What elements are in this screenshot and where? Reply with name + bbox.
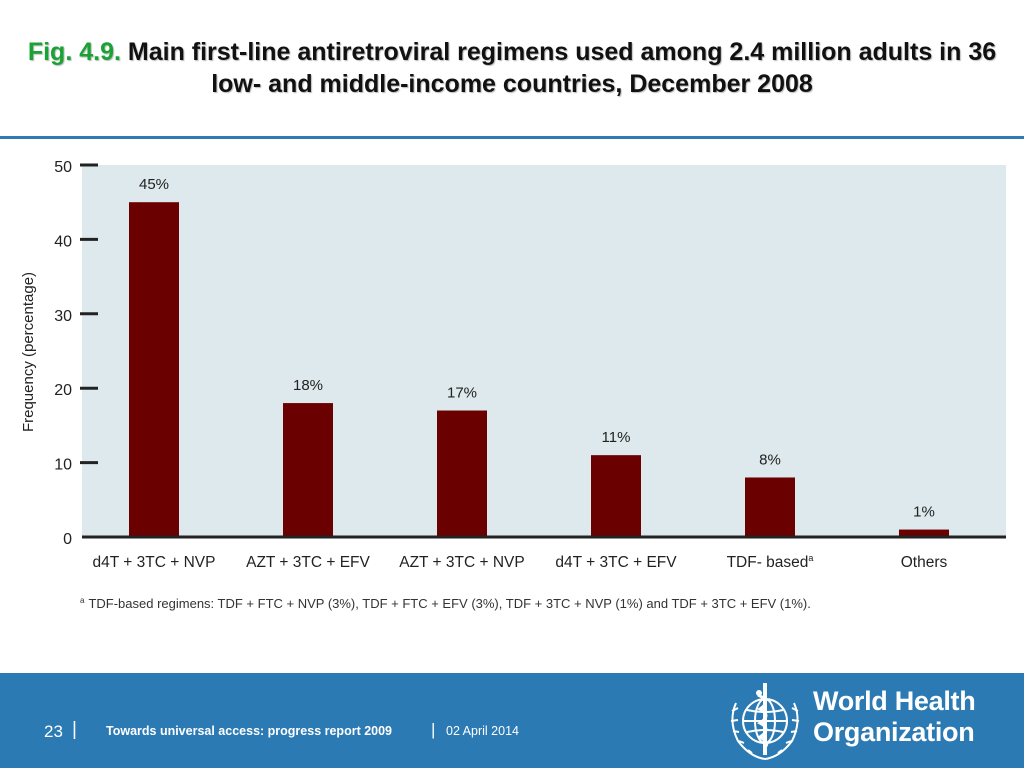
x-tick-label: Others xyxy=(901,554,948,571)
footer-separator: | xyxy=(72,719,77,740)
chart-footnote: a TDF-based regimens: TDF + FTC + NVP (3%… xyxy=(80,596,811,611)
report-title: Towards universal access: progress repor… xyxy=(106,724,393,738)
footnote-text: a TDF-based regimens: TDF + FTC + NVP (3%… xyxy=(80,596,811,611)
x-tick-label: d4T + 3TC + NVP xyxy=(93,554,216,571)
y-tick-label: 30 xyxy=(54,308,72,325)
figure-number: Fig. 4.9. xyxy=(27,38,121,66)
x-tick-label: AZT + 3TC + NVP xyxy=(399,554,524,571)
y-tick-label: 50 xyxy=(54,159,72,176)
x-tick-label: TDF- baseda xyxy=(727,553,814,571)
footer-separator-2: | xyxy=(431,720,436,739)
data-label: 17% xyxy=(447,385,477,402)
title-divider xyxy=(0,136,1024,139)
x-tick-label: d4T + 3TC + EFV xyxy=(555,554,677,571)
figure-caption: Main first-line antiretroviral regimens … xyxy=(127,38,997,98)
y-tick-label: 40 xyxy=(54,233,72,250)
page-number: 23 xyxy=(44,722,63,741)
y-tick-label: 0 xyxy=(63,531,72,548)
bar xyxy=(745,477,795,537)
data-label: 45% xyxy=(139,176,169,193)
report-date: 02 April 2014 xyxy=(446,724,519,738)
y-tick-label: 10 xyxy=(54,457,72,474)
who-name-line2: Organization xyxy=(813,717,975,747)
footnote-marker: a xyxy=(80,596,85,605)
who-name-line1: World Health xyxy=(813,686,976,716)
bar xyxy=(437,410,487,537)
bar xyxy=(899,529,949,537)
bar xyxy=(283,403,333,537)
x-axis: d4T + 3TC + NVP AZT + 3TC + EFV AZT + 3TC … xyxy=(93,553,948,571)
slide-title: Fig. 4.9. Main first-line antiretroviral… xyxy=(20,36,1004,100)
data-label: 8% xyxy=(759,451,781,468)
y-axis-label: Frequency (percentage) xyxy=(20,272,37,432)
data-label: 18% xyxy=(293,377,323,394)
x-tick-superscript: a xyxy=(808,553,813,563)
y-axis: 0 10 20 30 40 50 xyxy=(54,159,98,548)
y-tick-label: 20 xyxy=(54,382,72,399)
footer-bar xyxy=(0,673,1024,768)
x-tick-label: AZT + 3TC + EFV xyxy=(246,554,370,571)
bar-chart: 0 10 20 30 40 50 45% 18% 17% 11% 8% 1% d4T + 3TC +… xyxy=(20,159,1006,611)
bars: 45% 18% 17% 11% 8% 1% xyxy=(129,176,949,537)
footnote-body: TDF-based regimens: TDF + FTC + NVP (3%)… xyxy=(88,596,810,611)
bar xyxy=(129,202,179,537)
who-wordmark: World Health Organization xyxy=(813,686,976,748)
plot-background xyxy=(82,165,1006,537)
who-emblem-icon xyxy=(730,683,800,760)
data-label: 11% xyxy=(602,429,631,446)
bar xyxy=(591,455,641,537)
data-label: 1% xyxy=(913,504,935,521)
